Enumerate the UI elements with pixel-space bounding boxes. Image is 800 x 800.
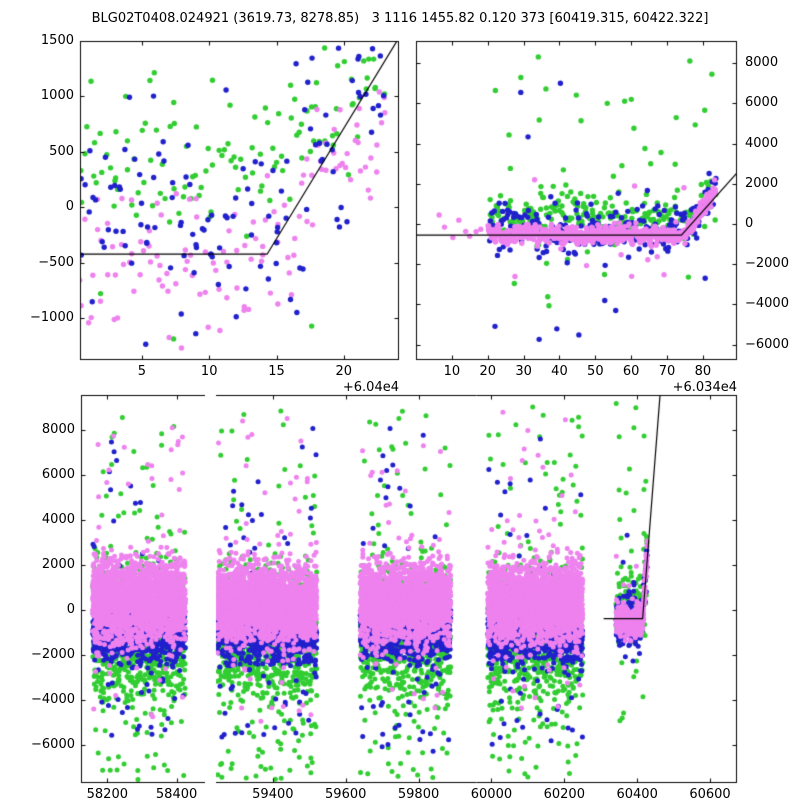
x-tick-label: 20 [479, 364, 496, 379]
y-tick-label: 0 [745, 216, 754, 231]
x-tick-label: 10 [200, 364, 218, 379]
x-tick-label: 60000 [470, 787, 513, 800]
figure-title: BLG02T0408.024921 (3619.73, 8278.85) 3 1… [91, 11, 709, 26]
x-tick-label: 10 [443, 364, 461, 379]
x-tick-label: 50 [587, 364, 604, 379]
y-tick-label: 4000 [745, 135, 779, 151]
y-tick-label: −1000 [30, 309, 74, 325]
y-tick-label: 6000 [41, 466, 75, 482]
x-tick-label: 70 [658, 364, 676, 379]
y-tick-label: −500 [38, 254, 74, 270]
y-tick-label: −2000 [745, 256, 789, 272]
y-tick-label: 1000 [40, 88, 74, 104]
y-tick-label: 1500 [40, 33, 74, 48]
x-tick-label: 58200 [86, 787, 128, 800]
y-tick-label: 4000 [41, 511, 75, 527]
y-tick-label: 500 [49, 143, 74, 159]
x-tick-label: 60400 [616, 787, 658, 800]
y-tick-label: 2000 [41, 556, 75, 572]
x-tick-label: 80 [694, 364, 712, 379]
x-tick-label: 30 [515, 364, 532, 379]
x-tick-label: 60200 [543, 787, 585, 800]
x-tick-label: 40 [551, 364, 568, 379]
y-tick-label: 6000 [745, 95, 779, 111]
y-tick-label: 2000 [745, 175, 779, 191]
y-tick-label: −6000 [31, 736, 75, 752]
x-tick-label: 60 [622, 364, 640, 379]
x-axis-offset-label: +6.034e4 [672, 380, 737, 395]
x-tick-label: 5 [137, 364, 147, 379]
y-tick-label: 8000 [745, 55, 779, 71]
x-tick-label: 20 [335, 364, 353, 379]
x-tick-label: 60600 [689, 787, 731, 800]
y-tick-label: 0 [66, 601, 75, 617]
x-tick-label: 59600 [325, 787, 367, 800]
x-tick-label: 59800 [397, 787, 440, 800]
x-tick-label: 58400 [155, 787, 198, 800]
y-tick-label: −2000 [31, 646, 75, 662]
x-tick-label: 15 [268, 364, 285, 379]
y-tick-label: −4000 [31, 691, 75, 707]
x-axis-offset-label: +6.04e4 [342, 380, 399, 395]
y-tick-label: −4000 [745, 296, 789, 312]
y-tick-label: 8000 [41, 421, 75, 437]
x-tick-label: 59400 [252, 787, 294, 800]
y-tick-label: 0 [65, 199, 74, 215]
y-tick-label: −6000 [745, 336, 789, 352]
